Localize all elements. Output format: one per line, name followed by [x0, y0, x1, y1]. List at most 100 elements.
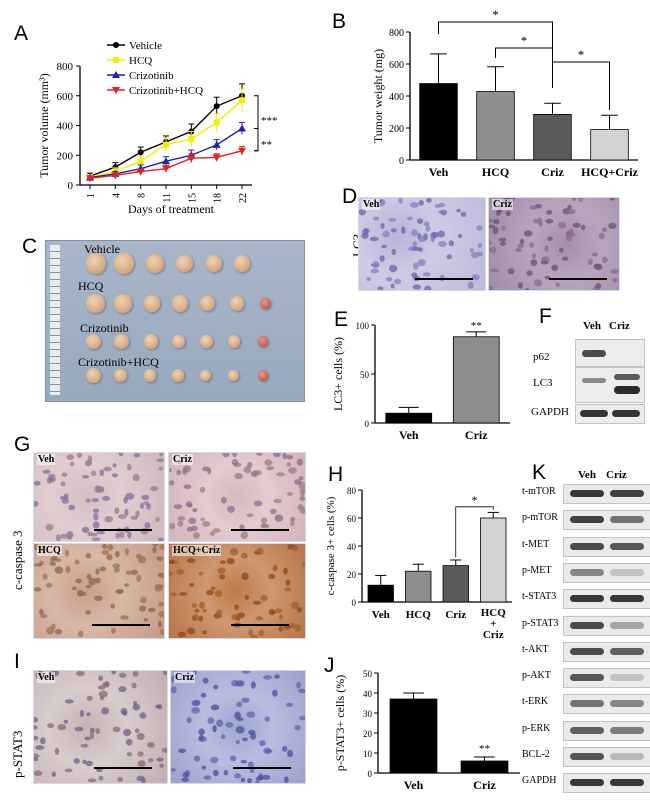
significance-label: ** [261, 139, 272, 151]
cell-nucleus [244, 594, 249, 600]
cell-nucleus [545, 218, 554, 224]
cell-nucleus [73, 758, 80, 764]
cell-nucleus [54, 747, 60, 755]
cell-nucleus [248, 628, 253, 636]
cell-nucleus [489, 241, 493, 245]
cell-nucleus [382, 230, 390, 238]
y-tick-label: 40 [347, 542, 357, 552]
cell-nucleus [240, 531, 249, 539]
cell-nucleus [133, 700, 138, 706]
cell-nucleus [572, 198, 577, 201]
cell-nucleus [132, 474, 140, 482]
tumor-specimen [176, 254, 193, 273]
cell-nucleus [152, 544, 159, 547]
blot-row-label: t-ERK [522, 696, 549, 708]
blot-row-label: LC3 [533, 377, 553, 389]
blot-row-label: t-MET [522, 538, 550, 550]
y-axis-title: Tumor volume (mm³) [37, 73, 51, 178]
bar [480, 517, 507, 603]
cell-nucleus [186, 558, 196, 563]
pstat3-criz-image: Criz [170, 670, 306, 784]
cell-nucleus [46, 626, 54, 635]
scale-bar [415, 278, 473, 280]
cell-nucleus [125, 570, 132, 576]
cell-nucleus [127, 463, 132, 471]
cell-nucleus [255, 616, 264, 621]
cell-nucleus [551, 264, 559, 272]
cell-nucleus [55, 534, 62, 541]
cell-nucleus [156, 458, 164, 463]
cell-nucleus [394, 278, 401, 285]
cell-nucleus [562, 256, 569, 261]
cell-nucleus [380, 223, 385, 229]
y-tick-label: 20 [363, 729, 373, 739]
ruler [50, 245, 60, 395]
cell-nucleus [159, 544, 164, 550]
cell-nucleus [274, 674, 280, 679]
cell-nucleus [234, 711, 241, 720]
panel-f: F Veh Criz p62 LC3 GAPDH [525, 305, 650, 425]
cell-nucleus [119, 531, 125, 539]
cell-nucleus [74, 726, 84, 732]
cell-nucleus [246, 513, 254, 518]
significance-bracket [552, 61, 610, 110]
cell-nucleus [158, 573, 163, 577]
cell-nucleus [106, 554, 113, 559]
cell-nucleus [547, 236, 553, 241]
tissue-texture [34, 544, 164, 638]
cell-nucleus [162, 671, 167, 676]
y-tick-label: 0 [352, 598, 357, 608]
cell-nucleus [268, 608, 275, 616]
cell-nucleus [93, 513, 99, 521]
series-crizotinib-hcq [86, 145, 246, 183]
panel-d: D LC3 Veh Criz [330, 185, 650, 295]
cell-nucleus [285, 454, 294, 460]
cell-nucleus [389, 264, 398, 273]
cell-nucleus [114, 507, 120, 514]
data-point [239, 97, 245, 104]
cell-nucleus [256, 453, 263, 456]
cell-nucleus [112, 463, 117, 468]
cell-nucleus [169, 559, 175, 564]
cell-nucleus [460, 211, 467, 217]
cell-nucleus [84, 736, 91, 741]
blot-band [610, 700, 644, 708]
tissue-texture [34, 671, 167, 783]
cell-nucleus [496, 209, 501, 216]
blot-row-label: p62 [533, 351, 550, 363]
tumor-specimen [114, 253, 134, 274]
cell-nucleus [39, 608, 44, 615]
blot-band [570, 542, 604, 550]
cell-nucleus [225, 722, 234, 728]
panel-b-label: B [332, 10, 347, 33]
cell-nucleus [115, 550, 120, 558]
data-point [86, 175, 94, 183]
cell-nucleus [241, 671, 251, 674]
panel-a-label: A [14, 22, 29, 45]
cell-nucleus [127, 531, 132, 539]
tumor-specimen [144, 369, 156, 382]
cell-nucleus [227, 505, 235, 513]
cell-nucleus [370, 268, 379, 274]
cell-nucleus [177, 520, 184, 527]
cell-nucleus [86, 712, 91, 717]
cell-nucleus [94, 485, 101, 493]
cell-nucleus [595, 283, 602, 289]
scale-bar [231, 529, 289, 531]
data-point [136, 168, 145, 176]
blot-lane-label: Criz [606, 469, 627, 481]
cell-nucleus [234, 472, 243, 480]
cell-nucleus [63, 719, 69, 724]
cell-nucleus [241, 697, 250, 703]
cell-nucleus [294, 479, 302, 485]
cell-nucleus [298, 688, 305, 694]
cell-nucleus [493, 218, 500, 225]
cell-nucleus [99, 566, 107, 572]
blot-row: t-mTOR [522, 483, 650, 504]
cell-nucleus [555, 282, 560, 288]
image-tag: Veh [362, 199, 381, 210]
pstat3-veh-image: Veh [33, 670, 168, 784]
cell-nucleus [111, 671, 117, 675]
cell-nucleus [282, 745, 288, 752]
significance-label: * [578, 47, 585, 62]
